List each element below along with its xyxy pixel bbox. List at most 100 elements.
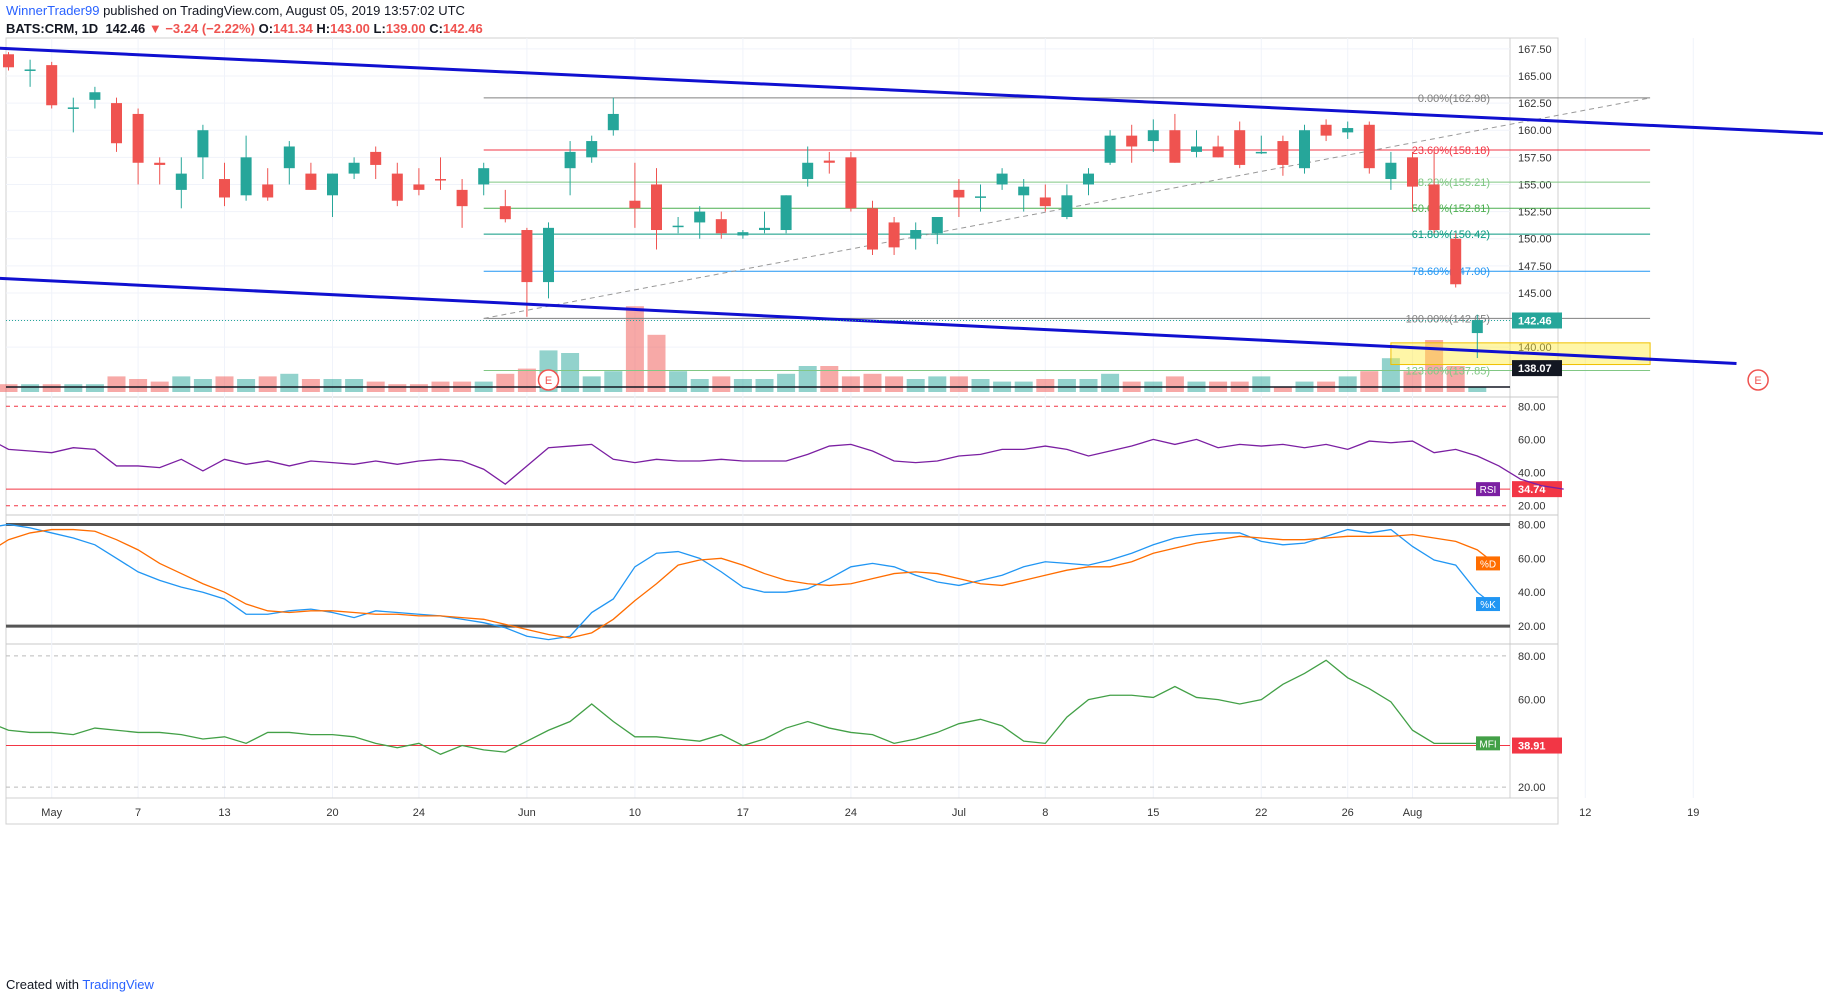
- candle-body: [46, 65, 58, 106]
- indicator-legend-tag: [1476, 597, 1500, 612]
- price-tick-label: 152.50: [1518, 207, 1552, 219]
- candle-body: [823, 160, 835, 163]
- candle-body: [586, 141, 598, 158]
- date-tick-label: 8: [1042, 807, 1048, 819]
- candle-body: [1342, 128, 1354, 133]
- candle-body: [240, 157, 252, 196]
- open-value: 141.34: [273, 21, 313, 36]
- price-tick-label: 155.00: [1518, 179, 1552, 191]
- volume-bar: [21, 384, 40, 392]
- volume-bar: [949, 376, 968, 392]
- earnings-marker: [1747, 369, 1769, 391]
- indicator-legend-label: %K: [1480, 600, 1496, 611]
- candle-body: [348, 162, 360, 174]
- volume-bar: [582, 376, 601, 392]
- volume-bar: [885, 376, 904, 392]
- price-tag-label: 138.07: [1518, 363, 1552, 375]
- candle-body: [154, 162, 166, 165]
- candle-body: [132, 113, 144, 163]
- publisher-name[interactable]: WinnerTrader99: [6, 3, 100, 18]
- candle-body: [1018, 186, 1030, 196]
- volume-bar: [345, 379, 364, 392]
- candle-body: [867, 208, 878, 250]
- volume-bar: [496, 373, 515, 392]
- indicator-legend-label: MFI: [1479, 739, 1496, 750]
- volume-bar: [928, 376, 947, 392]
- candle-body: [931, 217, 943, 234]
- indicator-value-tag: [1512, 737, 1562, 754]
- indicator-tick-label: 40.00: [1518, 587, 1546, 599]
- candle-body: [1471, 320, 1483, 334]
- date-tick-label: 13: [218, 807, 230, 819]
- candle-body: [1039, 197, 1051, 207]
- series-line-pct-k: [0, 523, 1500, 641]
- close-label: C:: [429, 21, 443, 36]
- high-value: 143.00: [330, 21, 370, 36]
- candle-body: [629, 200, 641, 209]
- fib-level-label: 50.00%(152.81): [1412, 203, 1490, 215]
- publication-line: WinnerTrader99 published on TradingView.…: [6, 3, 465, 18]
- created-with-text: Created with: [6, 977, 79, 992]
- candle-body: [888, 222, 900, 248]
- volume-bar: [712, 376, 731, 392]
- indicator-legend-label: %D: [1480, 559, 1496, 570]
- volume-bar: [647, 334, 666, 392]
- volume-bar: [172, 376, 191, 392]
- fib-level-label: 123.60%(137.85): [1406, 366, 1490, 378]
- symbol-label: BATS:CRM, 1D: [6, 21, 99, 36]
- indicator-legend-tag: [1476, 556, 1500, 571]
- candle-body: [1277, 141, 1289, 165]
- price-tick-label: 167.50: [1518, 44, 1552, 56]
- date-tick-label: 12: [1579, 807, 1591, 819]
- fib-level-label: 61.80%(150.42): [1412, 229, 1490, 241]
- indicator-tick-label: 80.00: [1518, 651, 1546, 663]
- price-tick-label: 160.00: [1518, 125, 1552, 137]
- volume-bar: [1468, 386, 1487, 392]
- series-line-mfi: [0, 659, 1478, 755]
- time-axis: [5, 797, 1559, 825]
- candle-body: [1407, 157, 1418, 187]
- candle-body: [975, 196, 986, 198]
- volume-bar: [258, 376, 277, 392]
- volume-bar: [798, 366, 817, 392]
- volume-bar: [301, 379, 320, 392]
- candle-body: [1191, 146, 1202, 152]
- candle-body: [391, 173, 403, 201]
- candle-body: [89, 92, 101, 100]
- candle-body: [953, 189, 965, 198]
- price-change: −3.24 (−2.22%): [165, 21, 255, 36]
- tradingview-brand[interactable]: TradingView: [82, 977, 154, 992]
- date-tick-label: 24: [413, 807, 425, 819]
- date-tick-label: 19: [1687, 807, 1699, 819]
- candle-body: [24, 69, 36, 71]
- earnings-marker: [537, 369, 560, 391]
- low-label: L:: [373, 21, 386, 36]
- candle-body: [1147, 130, 1159, 142]
- last-price: 142.46: [105, 21, 146, 36]
- indicator-value-label: 38.91: [1518, 741, 1546, 753]
- close-value: 142.46: [442, 21, 483, 36]
- series-line-pct-d: [0, 528, 1500, 639]
- volume-bar: [1381, 358, 1400, 392]
- date-tick-label: 15: [1147, 807, 1159, 819]
- price-tick-label: 157.50: [1518, 152, 1552, 164]
- date-tick-label: Jul: [952, 807, 966, 819]
- indicator-tick-label: 20.00: [1518, 621, 1546, 633]
- price-tick-label: 162.50: [1518, 98, 1552, 110]
- indicator-value-tag: [1512, 481, 1562, 498]
- volume-bar: [604, 371, 623, 392]
- volume-bar: [237, 379, 256, 392]
- volume-bar: [107, 376, 126, 392]
- chart-frame: [5, 37, 1559, 799]
- published-text: published on TradingView.com, August 05,…: [103, 3, 465, 18]
- volume-bar: [561, 353, 580, 392]
- candle-body: [478, 168, 490, 185]
- volume-bar: [863, 373, 882, 392]
- volume-bar: [906, 379, 925, 392]
- high-label: H:: [316, 21, 331, 36]
- volume-bar: [755, 379, 774, 392]
- date-tick-label: 26: [1342, 807, 1354, 819]
- date-tick-label: 20: [326, 807, 338, 819]
- candle-body: [1212, 146, 1224, 158]
